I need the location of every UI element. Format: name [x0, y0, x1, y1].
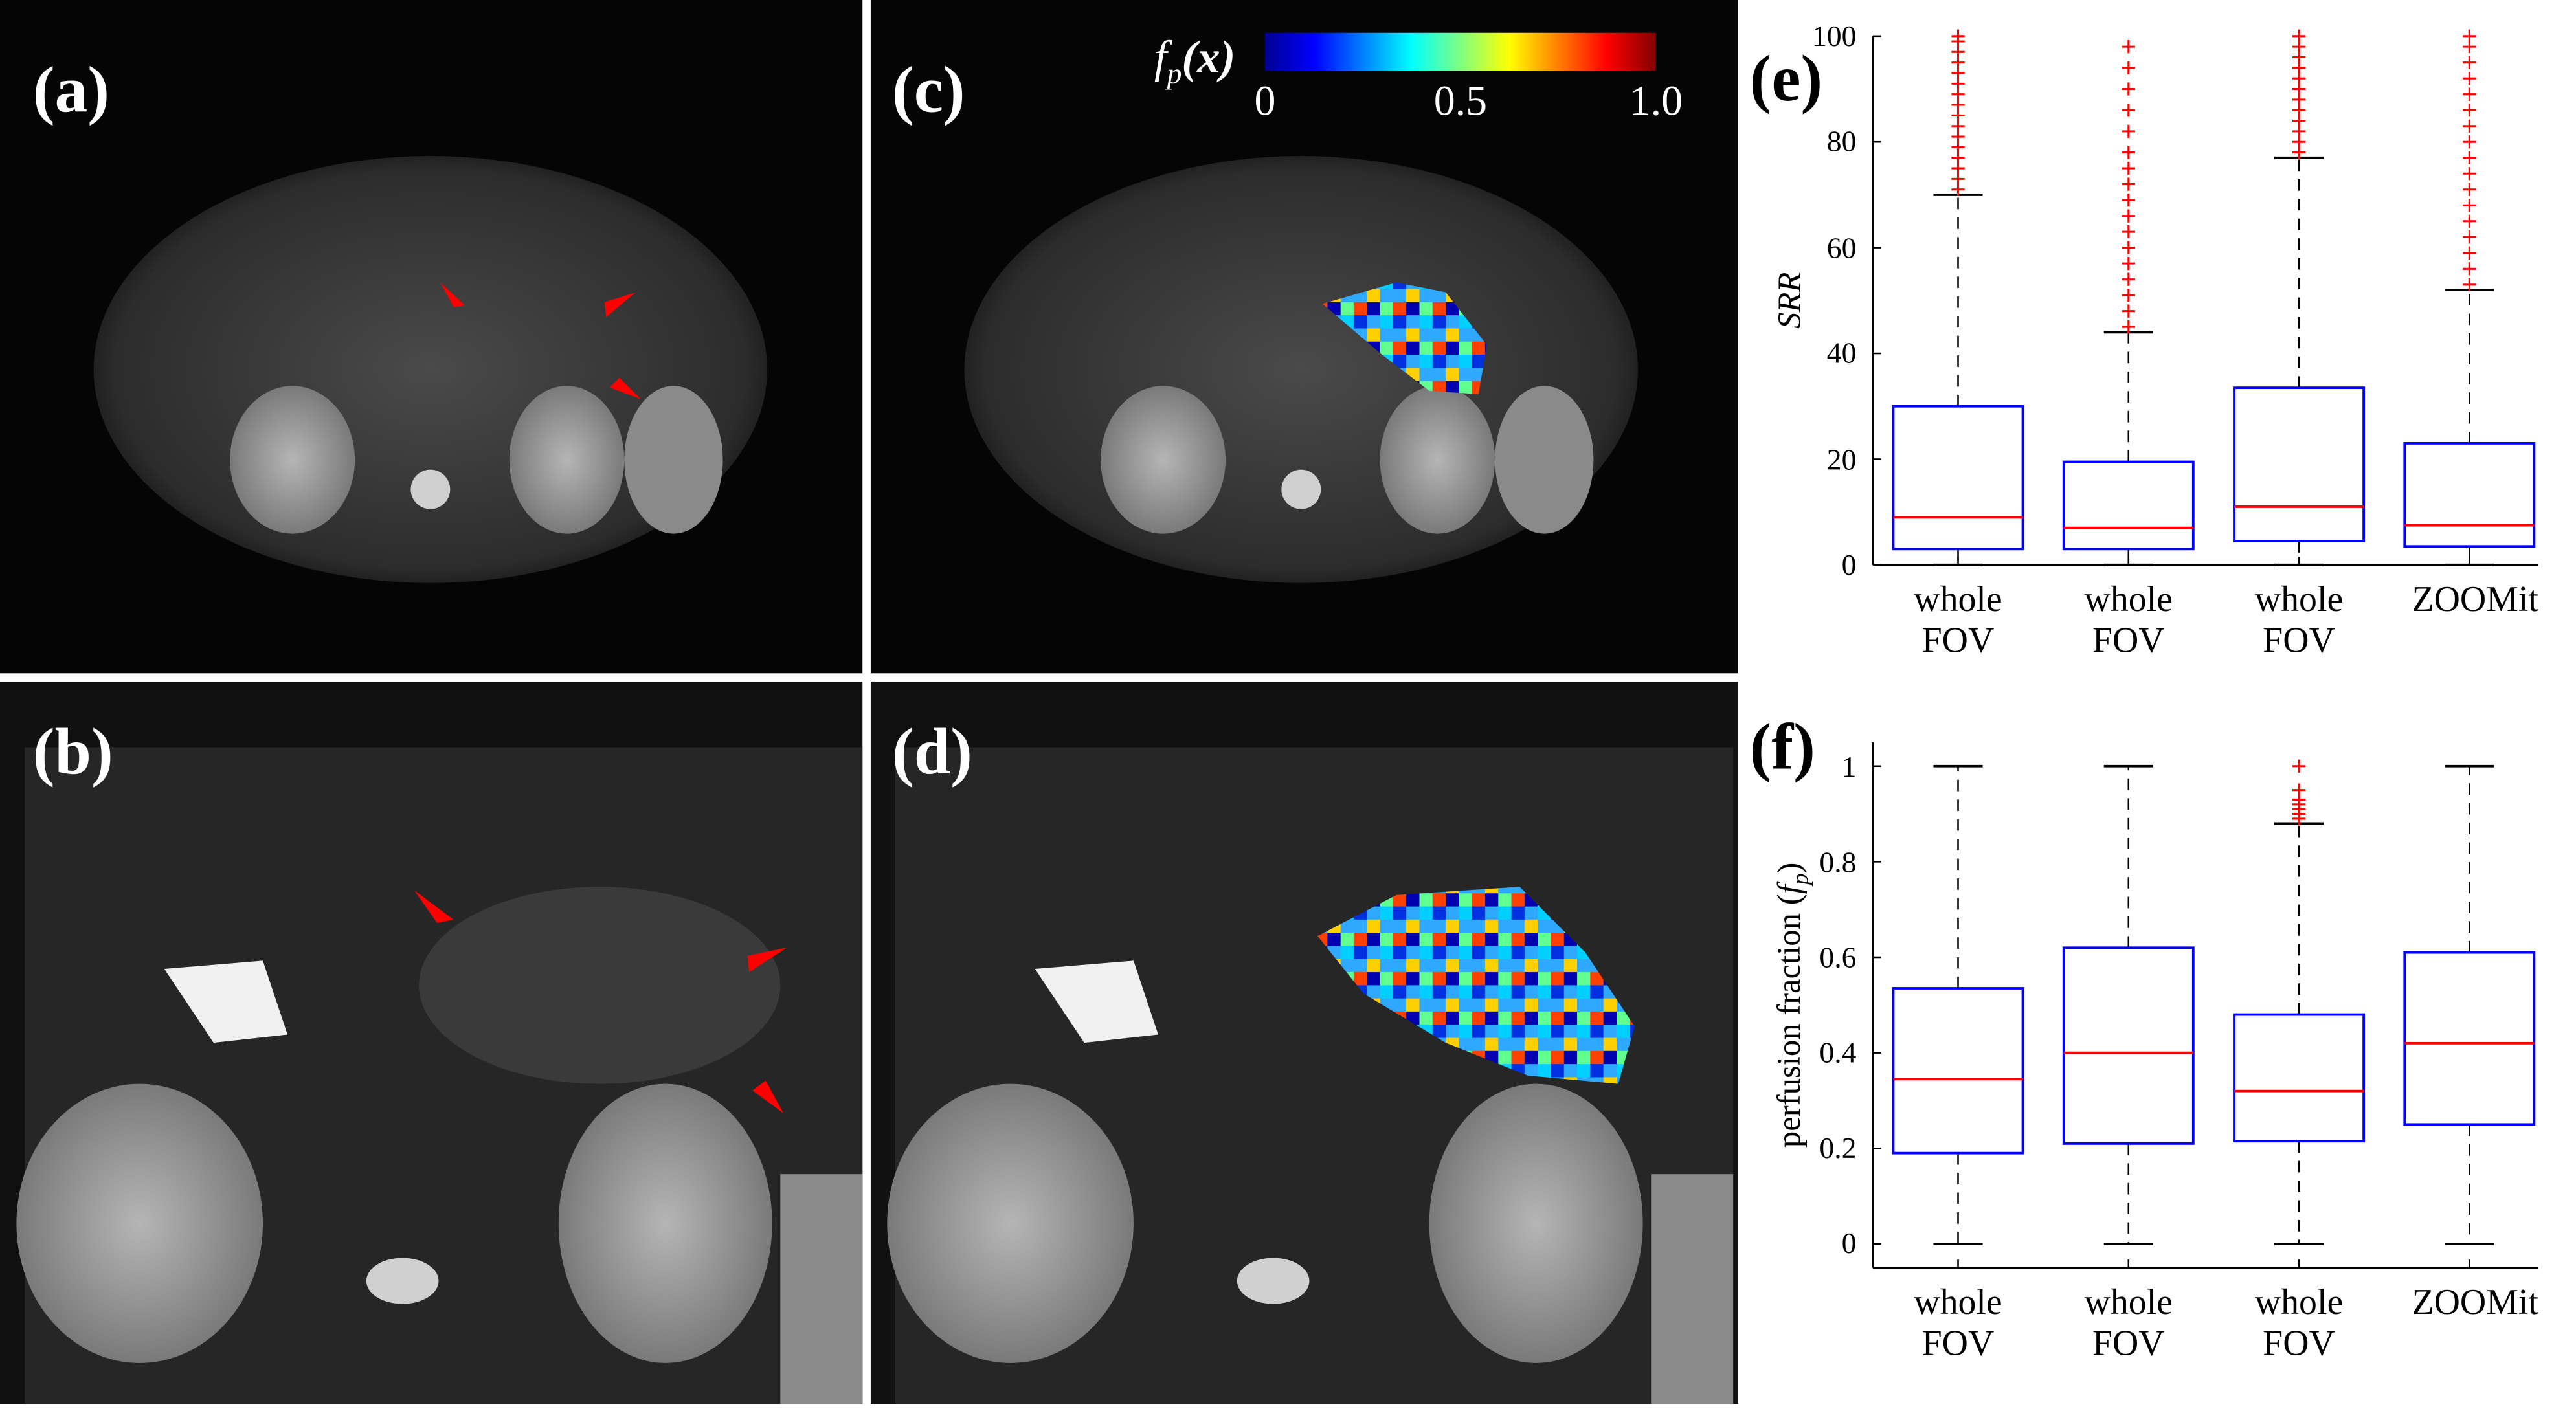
outlier [2122, 177, 2135, 191]
outlier [2122, 82, 2135, 96]
x-tick-label: whole FOV [2084, 1281, 2173, 1364]
y-axis-label-symbol: SRR [1773, 272, 1809, 329]
outlier [2463, 72, 2476, 85]
outlier [2122, 272, 2135, 286]
y-tick-label: 0 [1841, 548, 1857, 582]
panel-label: (c) [891, 52, 965, 127]
outlier [2122, 304, 2135, 318]
y-tick-label: 100 [1811, 19, 1857, 53]
y-tick-label: 0 [1841, 1227, 1857, 1261]
outlier [2463, 119, 2476, 133]
colorbar-symbol: f [1154, 33, 1167, 84]
outlier [2122, 161, 2135, 175]
colorbar [1264, 32, 1656, 71]
mri-image-b [0, 681, 863, 1404]
colorbar-tick-label: 1.0 [1629, 77, 1683, 125]
y-axis-label-text: perfusion fraction ( [1771, 894, 1808, 1148]
x-tick-label: ZOOMit [2412, 1281, 2538, 1322]
outlier [2463, 183, 2476, 196]
outlier [2463, 87, 2476, 101]
y-tick-label: 0.8 [1819, 845, 1857, 878]
outlier [2463, 199, 2476, 212]
box [2403, 951, 2536, 1126]
panel-label: (e) [1749, 41, 1823, 115]
mri-image-d [870, 681, 1738, 1404]
x-tick-label: whole FOV [1914, 578, 2002, 661]
colorbar-subscript: p [1167, 57, 1182, 91]
box [1892, 987, 2024, 1155]
x-tick-label: whole FOV [2254, 1281, 2344, 1364]
outlier [2122, 193, 2135, 207]
x-tick-label: whole FOV [2254, 578, 2344, 661]
outlier [2463, 135, 2476, 149]
box [2062, 946, 2195, 1145]
box [2233, 1013, 2366, 1143]
panel-label: (d) [891, 714, 972, 788]
outlier [2463, 262, 2476, 276]
outlier [2122, 146, 2135, 159]
y-tick-label: 20 [1826, 443, 1857, 476]
colorbar-label: fp(x) [1154, 36, 1235, 88]
outlier [2463, 56, 2476, 69]
x-tick-label: whole FOV [2084, 578, 2173, 661]
mri-image-c [870, 0, 1738, 674]
outlier [2292, 783, 2306, 797]
outlier [2122, 209, 2135, 223]
outlier [2463, 104, 2476, 117]
y-tick-label: 0.4 [1819, 1036, 1857, 1069]
panel-label: (b) [32, 714, 113, 788]
y-axis-label: perfusion fraction (fp) [1771, 862, 1815, 1148]
outlier [2122, 225, 2135, 239]
outlier [2463, 167, 2476, 181]
outlier [2463, 278, 2476, 291]
outlier [2292, 759, 2306, 773]
outlier [2463, 246, 2476, 260]
y-axis-label-subscript: p [1789, 873, 1815, 885]
outlier [2122, 40, 2135, 54]
outlier [2122, 124, 2135, 139]
panel-label: (f) [1749, 709, 1815, 784]
outlier [2122, 241, 2135, 254]
outlier [2122, 256, 2135, 271]
colorbar-tick-label: 0 [1254, 77, 1276, 125]
box [2403, 442, 2536, 548]
mri-image-a [0, 0, 863, 674]
outlier [2463, 214, 2476, 228]
y-tick-label: 0.6 [1819, 940, 1857, 974]
y-tick-label: 80 [1826, 125, 1857, 159]
x-tick-label: ZOOMit [2412, 578, 2538, 619]
outlier [2122, 289, 2135, 302]
box [2233, 386, 2366, 542]
outlier [2122, 104, 2135, 117]
y-tick-label: 0.2 [1819, 1131, 1857, 1165]
y-tick-label: 1 [1841, 749, 1857, 783]
y-axis-label-symbol: f [1771, 885, 1808, 894]
outlier [2463, 29, 2476, 43]
colorbar-argument: (x) [1182, 33, 1236, 84]
x-tick-label: whole FOV [1914, 1281, 2002, 1364]
colorbar-tick-label: 0.5 [1433, 77, 1488, 125]
y-tick-label: 60 [1826, 231, 1857, 264]
outlier [2463, 151, 2476, 164]
outlier [2122, 320, 2135, 334]
y-tick-label: 40 [1826, 337, 1857, 370]
outlier [2292, 29, 2306, 43]
panel-label: (a) [32, 52, 110, 127]
box [2062, 460, 2195, 551]
outlier [2463, 230, 2476, 244]
outlier [2122, 61, 2135, 74]
box [1892, 405, 2024, 551]
outlier [1951, 29, 1965, 43]
y-axis-label-close: ) [1771, 862, 1808, 874]
y-axis-label: SRR [1773, 272, 1809, 329]
